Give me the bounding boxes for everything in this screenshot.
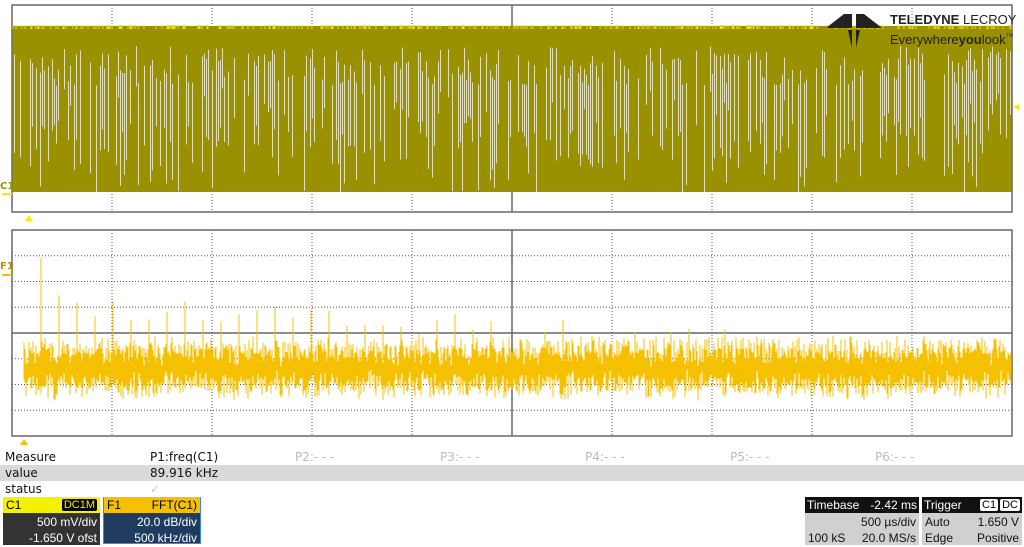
logo-mark-icon	[826, 14, 882, 48]
timebase-rate: 20.0 MS/s	[861, 531, 916, 545]
c1-trace-gaps	[14, 46, 1011, 205]
trigger-label: Trigger	[924, 498, 962, 512]
f1-fft-trace	[23, 258, 1012, 401]
timebase-label: Timebase	[807, 498, 860, 512]
status-label: status	[5, 482, 42, 496]
trigger-slope: Positive	[976, 531, 1019, 545]
param-p6[interactable]: P6:- - -	[875, 450, 915, 464]
trigger-level: 1.650 V	[977, 515, 1019, 529]
param-p3[interactable]: P3:- - -	[440, 450, 480, 464]
f1-grid	[11, 229, 1013, 437]
f1-vdiv: 20.0 dB/div	[136, 515, 197, 529]
param-p5[interactable]: P5:- - -	[730, 450, 770, 464]
f1-function: FFT(C1)	[151, 498, 197, 512]
trigger-level-icon	[1013, 104, 1019, 110]
p1-value: 89.916 kHz	[150, 466, 219, 480]
c1-coupling-badge: DC1M	[61, 499, 97, 511]
param-p1[interactable]: P1:freq(C1)	[150, 450, 219, 464]
logo-brand: TELEDYNE LECROY	[890, 12, 1017, 27]
trigger-coupling-badge: DC	[1000, 499, 1020, 511]
trigger-mode: Auto	[925, 515, 950, 529]
measure-header-row: Measure P1:freq(C1) P2:- - - P3:- - - P4…	[0, 449, 1024, 465]
f1-position-icon	[20, 439, 28, 445]
c1-trace	[12, 26, 1012, 192]
timebase-descriptor[interactable]: Timebase -2.42 ms 500 µs/div 100 kS 20.0…	[805, 497, 919, 545]
teledyne-lecroy-logo: TELEDYNE LECROY Everywhereyoulook™	[826, 12, 1022, 54]
trigger-descriptor[interactable]: Trigger C1 DC Auto 1.650 V Edge Positive	[922, 497, 1022, 545]
measure-label: Measure	[5, 450, 56, 464]
c1-offset: -1.650 V ofst	[28, 531, 97, 545]
trigger-type: Edge	[925, 531, 954, 545]
measure-status-row: status ✓	[0, 481, 1024, 497]
f1-label: F1	[107, 498, 122, 512]
param-p4[interactable]: P4:- - -	[585, 450, 625, 464]
c1-trace-peaks	[12, 25, 1012, 29]
c1-trace-label: C1	[0, 181, 14, 192]
measure-value-row: value 89.916 kHz	[0, 465, 1024, 481]
c1-vdiv: 500 mV/div	[36, 515, 97, 529]
timebase-tdiv: 500 µs/div	[861, 515, 916, 529]
trigger-source-badge: C1	[980, 499, 999, 511]
f1-hdiv: 500 kHz/div	[134, 531, 197, 545]
logo-tagline: Everywhereyoulook™	[890, 32, 1014, 47]
c1-trigger-position-icon	[25, 215, 33, 221]
scope-display: C1 F1	[0, 4, 1019, 445]
c1-descriptor[interactable]: C1 DC1M 500 mV/div -1.650 V ofst	[3, 497, 100, 545]
timebase-delay: -2.42 ms	[870, 498, 917, 512]
timebase-samples: 100 kS	[808, 531, 846, 545]
c1-label: C1	[6, 498, 22, 512]
param-p2[interactable]: P2:- - -	[295, 450, 335, 464]
f1-trace-label: F1	[0, 261, 14, 272]
value-label: value	[5, 466, 38, 480]
f1-descriptor[interactable]: F1 FFT(C1) 20.0 dB/div 500 kHz/div	[103, 497, 201, 545]
p1-status-check-icon: ✓	[150, 482, 161, 496]
